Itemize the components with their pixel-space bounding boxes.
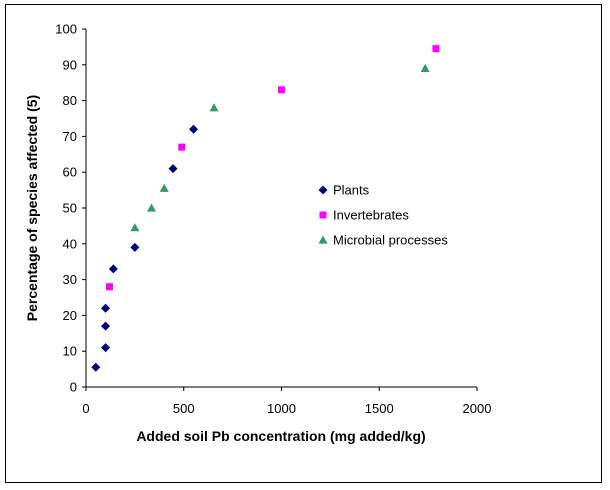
invertebrates-point <box>178 143 186 151</box>
plants-point <box>101 321 111 331</box>
legend-microbial-processes-marker <box>318 235 328 244</box>
legend-microbial-processes-label: Microbial processes <box>333 233 448 248</box>
plants-point <box>91 362 101 372</box>
chart-frame <box>5 4 602 483</box>
invertebrates-point <box>432 45 440 53</box>
y-tick-label: 90 <box>63 57 77 72</box>
y-tick-label: 80 <box>63 93 77 108</box>
y-tick-label: 20 <box>63 308 77 323</box>
y-tick-label: 10 <box>63 344 77 359</box>
plants-point <box>108 264 118 274</box>
x-tick-label: 2000 <box>463 401 492 416</box>
microbial-processes-point <box>130 223 140 232</box>
plants-point <box>101 343 111 353</box>
legend-invertebrates-label: Invertebrates <box>333 208 409 223</box>
invertebrates-point <box>105 283 113 291</box>
x-ticks: 0 500 1000 1500 2000 <box>82 387 491 416</box>
x-tick-label: 1000 <box>267 401 296 416</box>
y-tick-label: 70 <box>63 129 77 144</box>
y-tick-label: 40 <box>63 236 77 251</box>
microbial-processes-point <box>159 183 169 192</box>
microbial-processes-point <box>420 63 430 72</box>
plants-point <box>168 164 178 174</box>
plants-point <box>189 124 199 134</box>
y-ticks: 0 10 20 30 40 50 60 70 80 90 100 <box>55 22 86 395</box>
y-tick-label: 100 <box>55 22 77 37</box>
plants-point <box>130 242 140 252</box>
legend-invertebrates-marker <box>319 211 327 219</box>
y-axis-title: Percentage of species affected (5) <box>24 95 40 321</box>
microbial-processes-point <box>209 103 219 112</box>
x-tick-label: 1500 <box>365 401 394 416</box>
microbial-processes-point <box>146 203 156 212</box>
data-points <box>91 45 440 372</box>
y-tick-label: 30 <box>63 272 77 287</box>
x-tick-label: 0 <box>82 401 89 416</box>
invertebrates-point <box>278 86 285 94</box>
legend-plants-label: Plants <box>333 183 370 198</box>
legend: Plants Invertebrates Microbial processes <box>310 175 479 255</box>
x-axis-title: Added soil Pb concentration (mg added/kg… <box>136 428 425 444</box>
legend-box <box>310 175 479 255</box>
legend-plants-marker <box>318 185 328 195</box>
x-tick-label: 500 <box>173 401 195 416</box>
y-tick-label: 60 <box>63 165 77 180</box>
y-tick-label: 0 <box>70 380 77 395</box>
y-tick-label: 50 <box>63 201 77 216</box>
plants-point <box>101 303 111 313</box>
